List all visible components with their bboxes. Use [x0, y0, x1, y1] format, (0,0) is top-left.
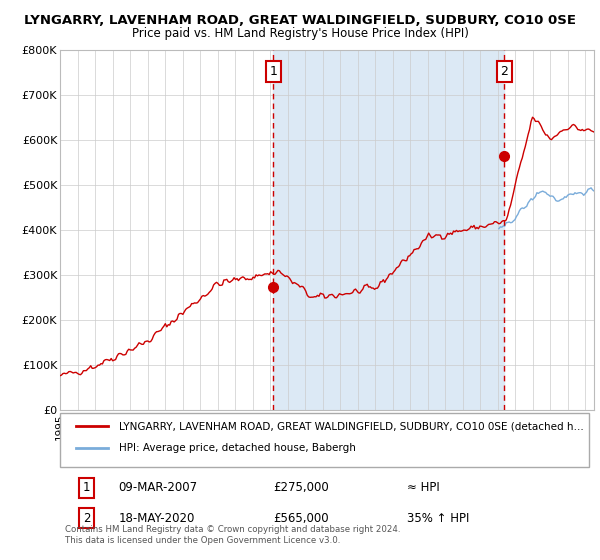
- Text: LYNGARRY, LAVENHAM ROAD, GREAT WALDINGFIELD, SUDBURY, CO10 0SE (detached h…: LYNGARRY, LAVENHAM ROAD, GREAT WALDINGFI…: [119, 421, 584, 431]
- Text: 2: 2: [83, 512, 91, 525]
- Text: 18-MAY-2020: 18-MAY-2020: [119, 512, 195, 525]
- Bar: [274, 50, 505, 410]
- Text: 1: 1: [83, 482, 91, 494]
- Text: ≈ HPI: ≈ HPI: [407, 482, 440, 494]
- Text: 1: 1: [269, 65, 277, 78]
- Text: Price paid vs. HM Land Registry's House Price Index (HPI): Price paid vs. HM Land Registry's House …: [131, 27, 469, 40]
- Text: 09-MAR-2007: 09-MAR-2007: [119, 482, 198, 494]
- Text: 2: 2: [500, 65, 508, 78]
- FancyBboxPatch shape: [60, 413, 589, 467]
- Text: HPI: Average price, detached house, Babergh: HPI: Average price, detached house, Babe…: [119, 443, 356, 452]
- Text: Contains HM Land Registry data © Crown copyright and database right 2024.
This d: Contains HM Land Registry data © Crown c…: [65, 525, 401, 545]
- Text: £565,000: £565,000: [274, 512, 329, 525]
- Text: 35% ↑ HPI: 35% ↑ HPI: [407, 512, 469, 525]
- Text: LYNGARRY, LAVENHAM ROAD, GREAT WALDINGFIELD, SUDBURY, CO10 0SE: LYNGARRY, LAVENHAM ROAD, GREAT WALDINGFI…: [24, 14, 576, 27]
- Text: £275,000: £275,000: [274, 482, 329, 494]
